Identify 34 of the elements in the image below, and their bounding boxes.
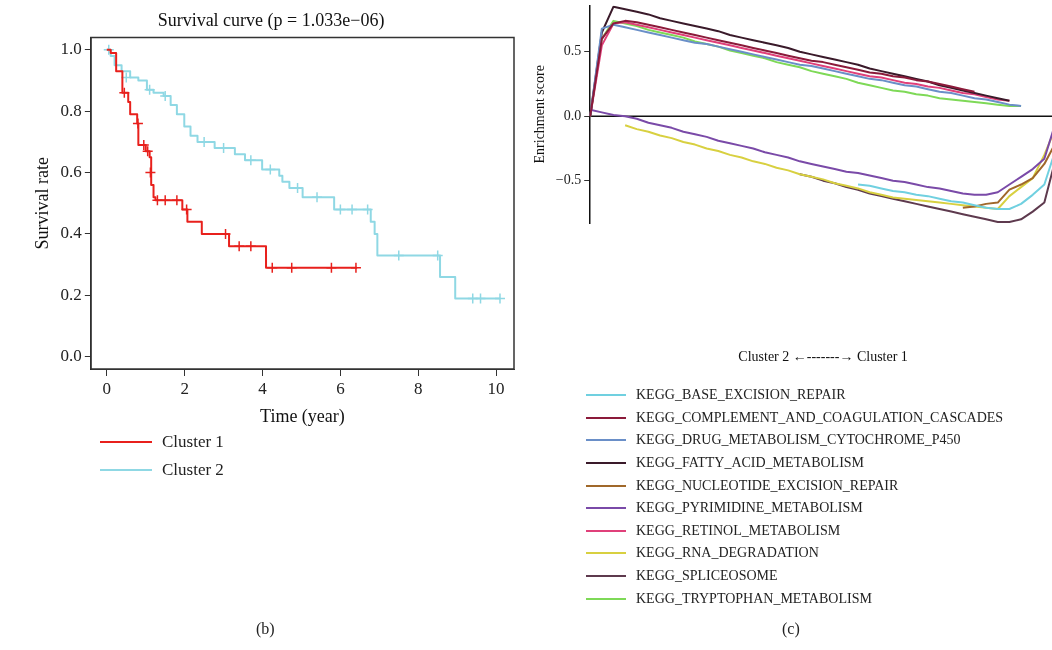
legend-label: KEGG_RNA_DEGRADATION [636,545,819,562]
y-axis-title: Survival rate [31,157,52,250]
legend-label: KEGG_PYRIMIDINE_METABOLISM [636,500,863,517]
legend-label: Cluster 1 [162,432,224,452]
y-tick-label: 0.4 [60,223,83,243]
y-tick-label: −0.5 [555,172,582,188]
y-tick-label: 0.0 [563,107,582,123]
x-tick-label: 10 [487,378,505,398]
y-tick-label: 0.2 [60,284,82,304]
y-axis-title: Enrichment score [532,65,548,164]
legend-label: KEGG_DRUG_METABOLISM_CYTOCHROME_P450 [636,432,961,449]
y-tick-label: 0.6 [60,162,82,182]
legend-label: KEGG_RETINOL_METABOLISM [636,522,841,539]
y-tick-label: 0.8 [60,100,82,120]
x-tick-label: 8 [413,378,423,398]
x-tick-label: 0 [102,378,112,398]
legend-label: KEGG_NUCLEOTIDE_EXCISION_REPAIR [636,477,899,494]
chart-title: Survival curve (p = 1.033e−06) [157,9,385,31]
text: (c) [782,620,800,638]
x-axis-title: Time (year) [260,405,345,427]
y-tick-label: 0.5 [563,43,582,59]
x-tick-label: 4 [258,378,268,398]
x-tick-label: 6 [336,378,345,398]
y-tick-label: 1.0 [60,39,82,59]
text: (b) [256,620,275,638]
legend-label: KEGG_FATTY_ACID_METABOLISM [636,455,865,472]
legend-label: KEGG_COMPLEMENT_AND_COAGULATION_CASCADES [636,409,1004,426]
legend-label: Cluster 2 [162,460,224,480]
legend-label: KEGG_TRYPTOPHAN_METABOLISM [636,590,872,607]
y-tick-label: 0.0 [60,346,82,366]
x-axis-title: Cluster 2 ←-------→ Cluster 1 [738,349,908,365]
x-tick-label: 2 [180,378,189,398]
legend-label: KEGG_BASE_EXCISION_REPAIR [636,387,846,404]
legend-label: KEGG_SPLICEOSOME [636,568,778,585]
